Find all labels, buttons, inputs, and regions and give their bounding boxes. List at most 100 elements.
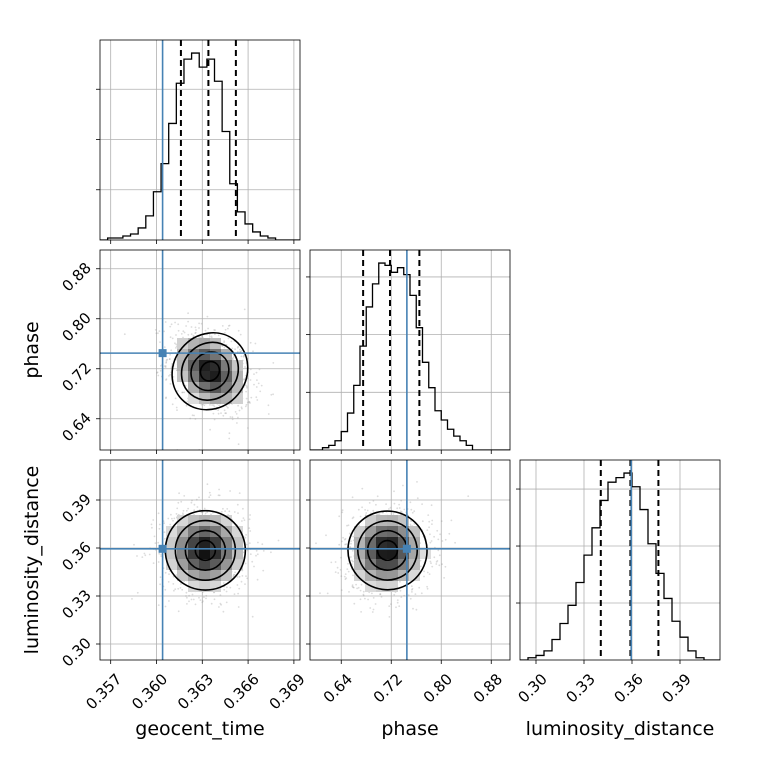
scatter-point [255,396,258,399]
panel-content [100,250,300,450]
scatter-point [372,500,375,502]
y-tick-label: 0.88 [58,259,94,295]
density-cell [232,548,243,559]
scatter-point [343,538,346,541]
scatter-point [411,588,413,591]
scatter-point [243,378,245,380]
scatter-point [194,332,197,334]
scatter-point [172,519,174,522]
density-cell [210,581,221,592]
scatter-point [255,549,258,552]
scatter-point [410,520,413,522]
scatter-point [172,583,175,585]
scatter-point [245,543,248,546]
density-cell [376,559,387,570]
scatter-point [220,510,223,513]
scatter-point [157,541,160,544]
density-cell [177,349,188,360]
scatter-point [205,594,208,597]
scatter-point [210,602,213,605]
scatter-point [330,561,333,564]
scatter-point [337,572,340,574]
scatter-point [403,508,406,511]
density-cell [188,360,199,371]
scatter-point [270,393,273,396]
scatter-point [218,606,220,608]
scatter-point [421,503,423,505]
scatter-point [222,507,224,510]
scatter-point [218,488,221,491]
scatter-point [220,412,222,414]
scatter-point [198,327,200,329]
scatter-point [182,336,184,339]
scatter-point [165,378,168,380]
scatter-point [190,326,193,328]
scatter-point [369,607,372,609]
scatter-point [194,418,197,420]
histogram-luminosity_distance [520,472,720,660]
density-cell [210,559,221,570]
scatter-point [429,560,432,563]
scatter-point [157,561,160,563]
scatter-point [239,350,242,353]
scatter-point [254,342,257,345]
scatter-point [169,336,172,339]
scatter-point [180,583,182,585]
scatter-point [236,350,239,353]
scatter-point [364,597,366,600]
density-cell [199,581,210,592]
scatter-point [345,543,348,546]
scatter-point [243,354,246,357]
scatter-point [222,582,225,584]
scatter-point [416,481,418,483]
scatter-point [152,519,155,521]
contour-0 [376,539,399,562]
scatter-point [438,564,441,567]
contour-0 [199,360,221,382]
y-axis-label: luminosity_distance [21,466,43,655]
scatter-point [352,586,355,589]
scatter-point [205,597,207,600]
scatter-point [246,386,248,389]
x-tick-label: 0.30 [514,670,550,706]
scatter-point [256,578,259,581]
scatter-point [245,390,248,393]
scatter-point [244,384,247,386]
scatter-point [258,368,261,371]
scatter-point [344,578,347,581]
scatter-point [362,590,365,593]
scatter-point [438,554,441,557]
scatter-point [315,542,317,545]
scatter-point [348,591,350,593]
scatter-point [160,553,163,556]
scatter-point [344,537,347,540]
scatter-point [176,507,179,510]
scatter-point [247,377,249,380]
scatter-point [176,390,179,392]
scatter-point [351,517,354,520]
scatter-point [165,397,167,400]
scatter-point [359,598,362,601]
scatter-point [398,605,401,608]
x-tick-label: 0.64 [320,670,356,706]
x-tick-label: 0.36 [610,670,646,706]
scatter-point [188,600,190,603]
scatter-point [348,532,351,535]
scatter-point [155,332,158,335]
scatter-point [226,586,228,589]
scatter-point [195,329,197,331]
scatter-point [175,513,178,515]
scatter-point [213,329,216,331]
scatter-point [177,323,180,326]
scatter-point [437,538,440,541]
scatter-point [180,500,183,503]
density-cell [210,371,221,382]
density-cell [232,537,243,548]
scatter-point [170,323,173,326]
scatter-point [426,587,429,590]
scatter-point [250,396,253,399]
scatter-point [220,603,223,606]
scatter-point [193,509,196,512]
contour-1 [190,351,230,392]
scatter-point [365,512,368,514]
